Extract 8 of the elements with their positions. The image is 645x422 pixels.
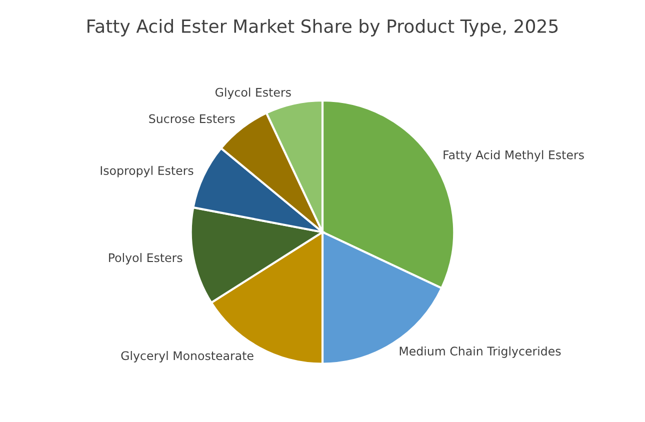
slice-label: Glyceryl Monostearate: [121, 350, 254, 362]
slice-label: Glycol Esters: [215, 88, 291, 100]
slice-label: Isopropyl Esters: [100, 166, 194, 178]
slice-label: Fatty Acid Methyl Esters: [444, 150, 584, 162]
slice-label: Medium Chain Triglycerides: [400, 346, 561, 358]
slice-label: Polyol Esters: [109, 253, 182, 264]
chart-title: Fatty Acid Ester Market Share by Product Type, 2025: [88, 18, 558, 36]
slice-label: Sucrose Esters: [149, 114, 235, 124]
